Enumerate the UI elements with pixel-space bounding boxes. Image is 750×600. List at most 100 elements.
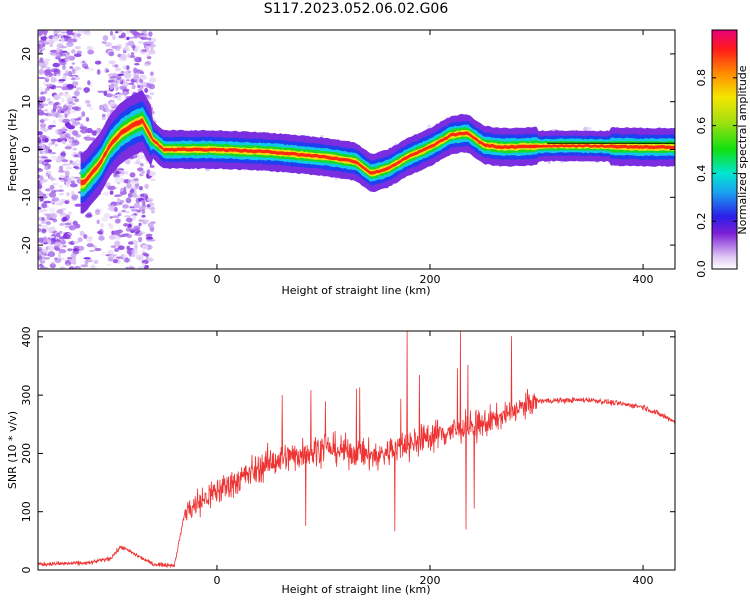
noise-speck: [144, 63, 151, 67]
noise-speck: [147, 37, 152, 41]
noise-speck: [64, 146, 72, 150]
noise-speck: [61, 98, 65, 103]
noise-speck: [39, 134, 47, 139]
noise-speck: [49, 184, 55, 191]
noise-speck: [66, 192, 70, 197]
noise-speck: [117, 43, 122, 47]
noise-speck: [138, 236, 143, 243]
x-tick-label: 200: [420, 574, 441, 587]
noise-speck: [61, 50, 68, 53]
noise-speck: [144, 183, 149, 190]
noise-speck: [74, 46, 81, 50]
halo-speck: [586, 126, 592, 131]
noise-speck: [46, 74, 50, 80]
noise-speck: [43, 70, 50, 76]
noise-speck: [62, 126, 66, 132]
noise-speck: [105, 69, 110, 73]
noise-speck: [64, 200, 70, 205]
noise-speck: [52, 79, 58, 82]
noise-speck: [90, 264, 96, 269]
noise-speck: [149, 178, 156, 181]
noise-speck: [143, 42, 149, 45]
noise-speck: [97, 230, 103, 235]
noise-speck: [93, 259, 99, 265]
noise-speck: [73, 154, 79, 158]
noise-speck: [42, 58, 51, 62]
noise-speck: [55, 232, 61, 238]
noise-speck: [62, 216, 68, 222]
noise-speck: [67, 39, 73, 45]
noise-speck: [149, 171, 155, 175]
noise-speck: [96, 219, 100, 225]
noise-speck: [75, 159, 81, 165]
noise-speck: [123, 186, 127, 192]
noise-speck: [39, 119, 45, 124]
spectrogram-ticks: 0 200 400 -20 -10 0 10 20: [20, 30, 675, 286]
noise-speck: [133, 75, 140, 81]
noise-speck: [49, 52, 58, 56]
noise-speck: [134, 254, 142, 258]
noise-speck: [103, 90, 108, 96]
y-tick-label: 20: [20, 47, 33, 61]
noise-speck: [108, 185, 116, 191]
x-tick-label: 400: [633, 574, 654, 587]
noise-speck: [68, 211, 72, 216]
noise-speck: [38, 183, 43, 190]
noise-speck: [109, 223, 114, 230]
noise-speck: [40, 220, 47, 225]
noise-speck: [40, 36, 48, 41]
noise-speck: [109, 101, 116, 108]
noise-speck: [54, 143, 59, 147]
noise-speck: [49, 152, 57, 155]
noise-speck: [143, 34, 147, 38]
noise-speck: [85, 117, 90, 122]
noise-speck: [145, 236, 154, 240]
noise-speck: [122, 65, 127, 70]
noise-speck: [143, 253, 150, 257]
noise-speck: [142, 200, 146, 207]
noise-speck: [141, 244, 149, 250]
noise-speck: [116, 198, 121, 203]
noise-speck: [43, 237, 52, 244]
noise-speck: [100, 223, 104, 228]
noise-speck: [58, 92, 64, 96]
noise-speck: [108, 234, 116, 240]
noise-speck: [64, 56, 69, 60]
noise-speck: [74, 107, 82, 112]
noise-speck: [39, 57, 44, 62]
noise-speck: [74, 98, 79, 103]
noise-speck: [70, 77, 76, 81]
noise-speck: [49, 43, 53, 48]
noise-speck: [117, 245, 125, 250]
noise-speck: [69, 183, 78, 188]
noise-speck: [115, 256, 123, 259]
noise-speck: [129, 206, 135, 209]
noise-speck: [83, 136, 88, 139]
noise-speck: [114, 236, 122, 240]
noise-speck: [38, 77, 46, 79]
noise-speck: [56, 47, 61, 53]
noise-speck: [50, 155, 58, 161]
noise-speck: [114, 248, 120, 252]
noise-speck: [76, 245, 85, 251]
noise-speck: [72, 241, 80, 244]
y-tick-label: -10: [20, 188, 33, 206]
noise-speck: [148, 77, 157, 83]
noise-speck: [146, 56, 152, 60]
noise-speck: [70, 253, 77, 259]
noise-speck: [72, 220, 78, 226]
noise-speck: [125, 227, 131, 232]
noise-speck: [133, 67, 138, 74]
noise-speck: [146, 53, 151, 57]
noise-speck: [92, 245, 97, 248]
noise-speck: [38, 224, 42, 227]
noise-speck: [58, 189, 64, 193]
noise-speck: [80, 264, 89, 268]
noise-speck: [41, 30, 48, 35]
noise-speck: [59, 133, 68, 138]
noise-speck: [55, 202, 64, 206]
noise-speck: [39, 87, 44, 93]
noise-speck: [108, 77, 115, 81]
noise-speck: [74, 166, 80, 170]
